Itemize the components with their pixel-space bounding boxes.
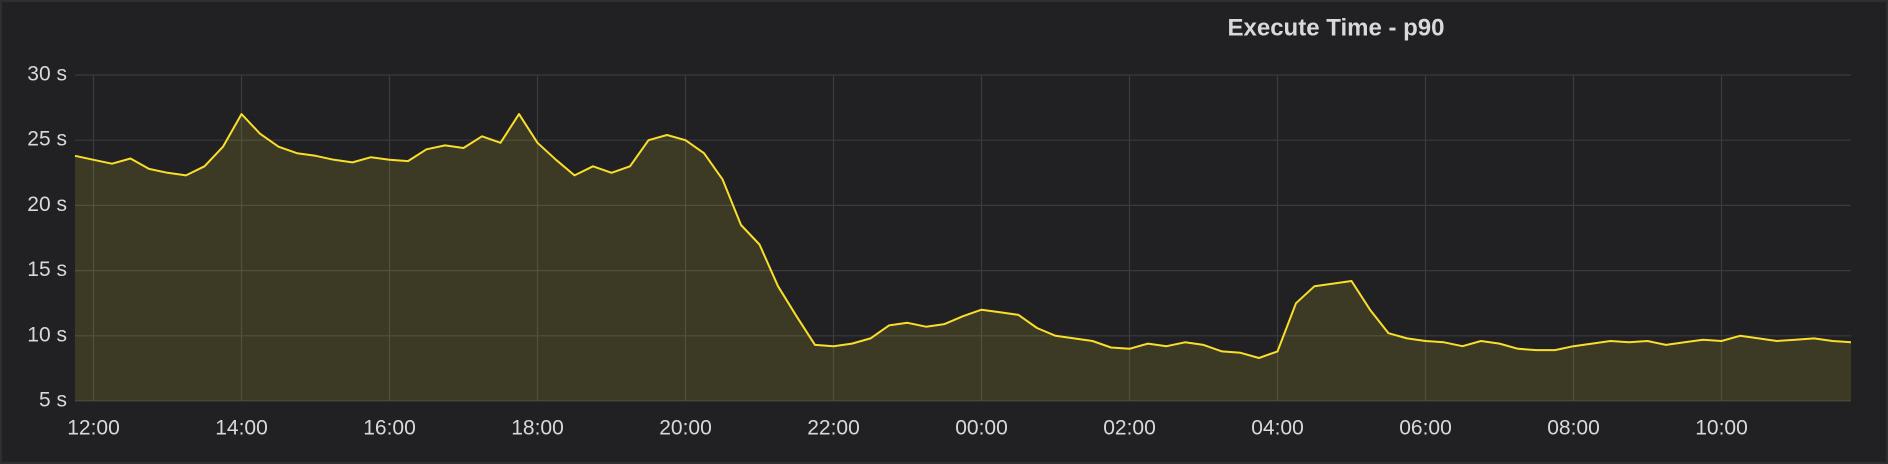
line bbox=[74, 113, 1852, 359]
area-fill bbox=[75, 114, 1851, 401]
x-tick-label: 18:00 bbox=[511, 417, 564, 440]
chart-title: Execute Time - p90 bbox=[1228, 14, 1445, 41]
x-tick-label: 10:00 bbox=[1695, 417, 1748, 440]
y-tick-label: 20 s bbox=[27, 193, 67, 216]
x-tick-label: 02:00 bbox=[1103, 417, 1156, 440]
x-tick-label: 22:00 bbox=[807, 417, 860, 440]
y-tick-label: 5 s bbox=[39, 389, 67, 412]
x-tick-label: 00:00 bbox=[955, 417, 1008, 440]
x-tick-label: 06:00 bbox=[1399, 417, 1452, 440]
x-tick-label: 12:00 bbox=[67, 417, 120, 440]
x-tick-label: 20:00 bbox=[659, 417, 712, 440]
y-tick-label: 15 s bbox=[27, 258, 67, 281]
y-tick-label: 10 s bbox=[27, 323, 67, 346]
y-tick-label: 30 s bbox=[27, 63, 67, 86]
x-tick-label: 08:00 bbox=[1547, 417, 1600, 440]
x-tick-label: 14:00 bbox=[215, 417, 268, 440]
y-tick-label: 25 s bbox=[27, 128, 67, 151]
x-tick-label: 16:00 bbox=[363, 417, 416, 440]
x-tick-label: 04:00 bbox=[1251, 417, 1304, 440]
